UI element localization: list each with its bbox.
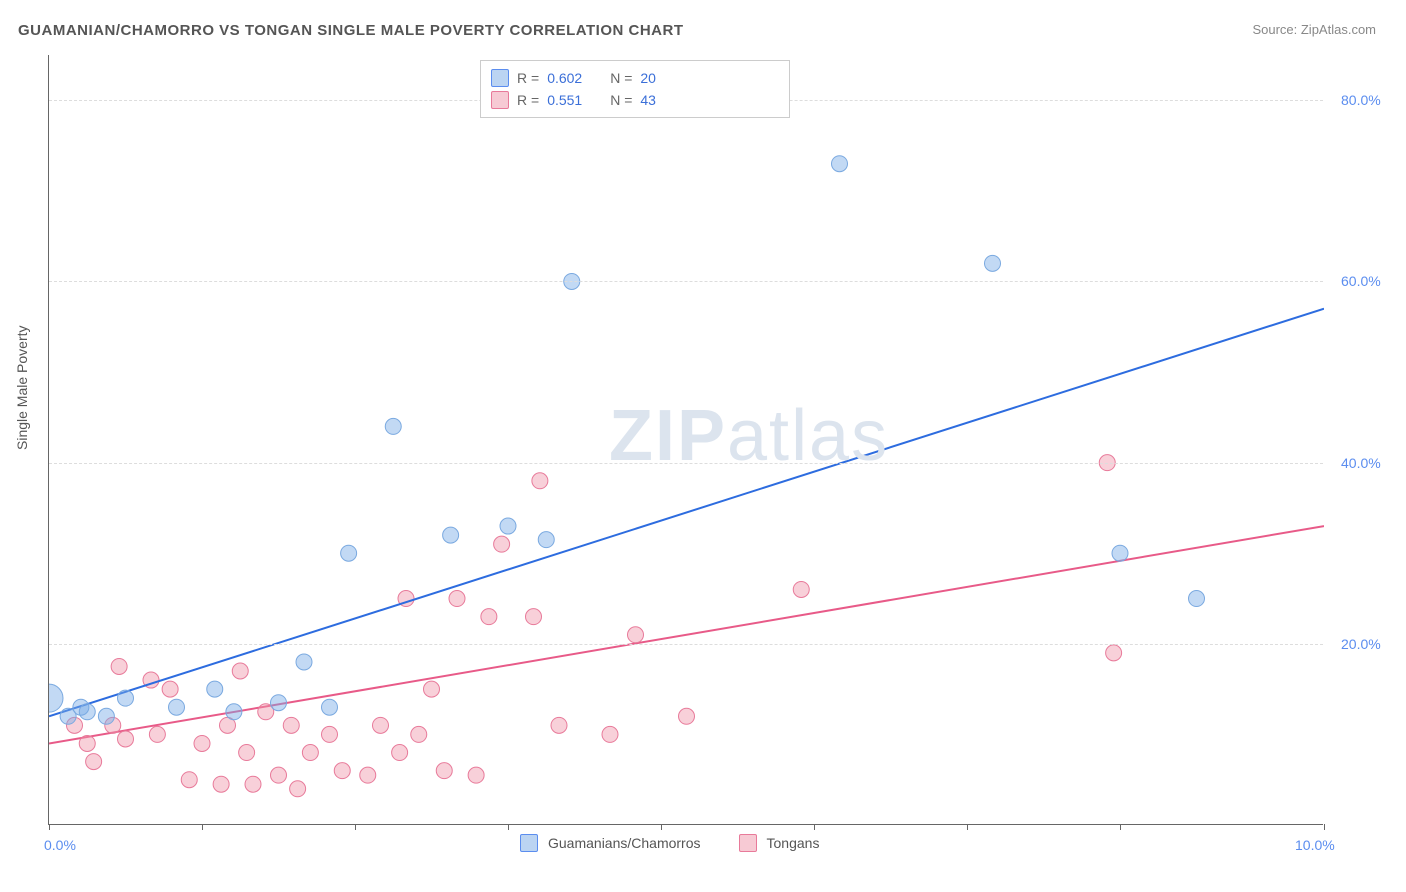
x-tick-label: 0.0% bbox=[44, 837, 76, 853]
legend-row-tongan: R = 0.551 N = 43 bbox=[491, 89, 779, 111]
data-point bbox=[283, 717, 299, 733]
data-point bbox=[538, 532, 554, 548]
data-point bbox=[207, 681, 223, 697]
n-value: 43 bbox=[640, 92, 656, 108]
grid-line bbox=[49, 644, 1323, 645]
chart-title: GUAMANIAN/CHAMORRO VS TONGAN SINGLE MALE… bbox=[18, 22, 684, 39]
data-point bbox=[494, 536, 510, 552]
trend-line bbox=[49, 309, 1324, 717]
swatch-icon bbox=[520, 834, 538, 852]
x-tick bbox=[661, 824, 662, 830]
x-tick bbox=[814, 824, 815, 830]
series-label-tongan: Tongans bbox=[767, 835, 820, 851]
n-value: 20 bbox=[640, 70, 656, 86]
y-tick-label: 80.0% bbox=[1341, 92, 1381, 108]
data-point bbox=[239, 745, 255, 761]
x-tick bbox=[202, 824, 203, 830]
data-point bbox=[111, 658, 127, 674]
data-point bbox=[232, 663, 248, 679]
data-point bbox=[86, 754, 102, 770]
data-point bbox=[500, 518, 516, 534]
r-value: 0.551 bbox=[547, 92, 602, 108]
data-point bbox=[322, 699, 338, 715]
data-point bbox=[793, 581, 809, 597]
data-point bbox=[181, 772, 197, 788]
data-point bbox=[213, 776, 229, 792]
data-point bbox=[79, 735, 95, 751]
data-point bbox=[271, 767, 287, 783]
data-point bbox=[245, 776, 261, 792]
y-tick-label: 20.0% bbox=[1341, 636, 1381, 652]
data-point bbox=[551, 717, 567, 733]
scatter-plot-svg bbox=[49, 55, 1324, 825]
r-label: R = bbox=[517, 92, 539, 108]
data-point bbox=[443, 527, 459, 543]
swatch-icon bbox=[491, 69, 509, 87]
data-point bbox=[424, 681, 440, 697]
x-tick-label: 10.0% bbox=[1295, 837, 1335, 853]
data-point bbox=[1106, 645, 1122, 661]
x-tick bbox=[49, 824, 50, 830]
legend-row-guamanian: R = 0.602 N = 20 bbox=[491, 67, 779, 89]
data-point bbox=[385, 418, 401, 434]
data-point bbox=[1189, 591, 1205, 607]
source-label: Source: ZipAtlas.com bbox=[1252, 22, 1376, 37]
data-point bbox=[162, 681, 178, 697]
series-legend: Guamanians/Chamorros Tongans bbox=[520, 834, 819, 852]
data-point bbox=[98, 708, 114, 724]
data-point bbox=[532, 473, 548, 489]
data-point bbox=[526, 609, 542, 625]
data-point bbox=[271, 695, 287, 711]
data-point bbox=[628, 627, 644, 643]
x-tick bbox=[967, 824, 968, 830]
x-tick bbox=[1324, 824, 1325, 830]
r-value: 0.602 bbox=[547, 70, 602, 86]
n-label: N = bbox=[610, 70, 632, 86]
data-point bbox=[679, 708, 695, 724]
data-point bbox=[1112, 545, 1128, 561]
data-point bbox=[341, 545, 357, 561]
data-point bbox=[226, 704, 242, 720]
data-point bbox=[360, 767, 376, 783]
data-point bbox=[334, 763, 350, 779]
data-point bbox=[392, 745, 408, 761]
data-point bbox=[290, 781, 306, 797]
data-point bbox=[985, 255, 1001, 271]
data-point bbox=[149, 726, 165, 742]
x-tick bbox=[1120, 824, 1121, 830]
data-point bbox=[49, 684, 63, 712]
data-point bbox=[481, 609, 497, 625]
series-label-guamanian: Guamanians/Chamorros bbox=[548, 835, 701, 851]
y-tick-label: 40.0% bbox=[1341, 455, 1381, 471]
data-point bbox=[373, 717, 389, 733]
data-point bbox=[302, 745, 318, 761]
data-point bbox=[411, 726, 427, 742]
data-point bbox=[832, 156, 848, 172]
plot-area: ZIPatlas bbox=[48, 55, 1323, 825]
data-point bbox=[322, 726, 338, 742]
data-point bbox=[602, 726, 618, 742]
grid-line bbox=[49, 463, 1323, 464]
correlation-legend: R = 0.602 N = 20 R = 0.551 N = 43 bbox=[480, 60, 790, 118]
data-point bbox=[194, 735, 210, 751]
y-tick-label: 60.0% bbox=[1341, 273, 1381, 289]
data-point bbox=[118, 731, 134, 747]
data-point bbox=[169, 699, 185, 715]
x-tick bbox=[355, 824, 356, 830]
data-point bbox=[468, 767, 484, 783]
n-label: N = bbox=[610, 92, 632, 108]
x-tick bbox=[508, 824, 509, 830]
swatch-icon bbox=[739, 834, 757, 852]
data-point bbox=[449, 591, 465, 607]
grid-line bbox=[49, 281, 1323, 282]
data-point bbox=[296, 654, 312, 670]
y-axis-label: Single Male Poverty bbox=[14, 325, 30, 450]
data-point bbox=[79, 704, 95, 720]
r-label: R = bbox=[517, 70, 539, 86]
swatch-icon bbox=[491, 91, 509, 109]
data-point bbox=[436, 763, 452, 779]
data-point bbox=[118, 690, 134, 706]
